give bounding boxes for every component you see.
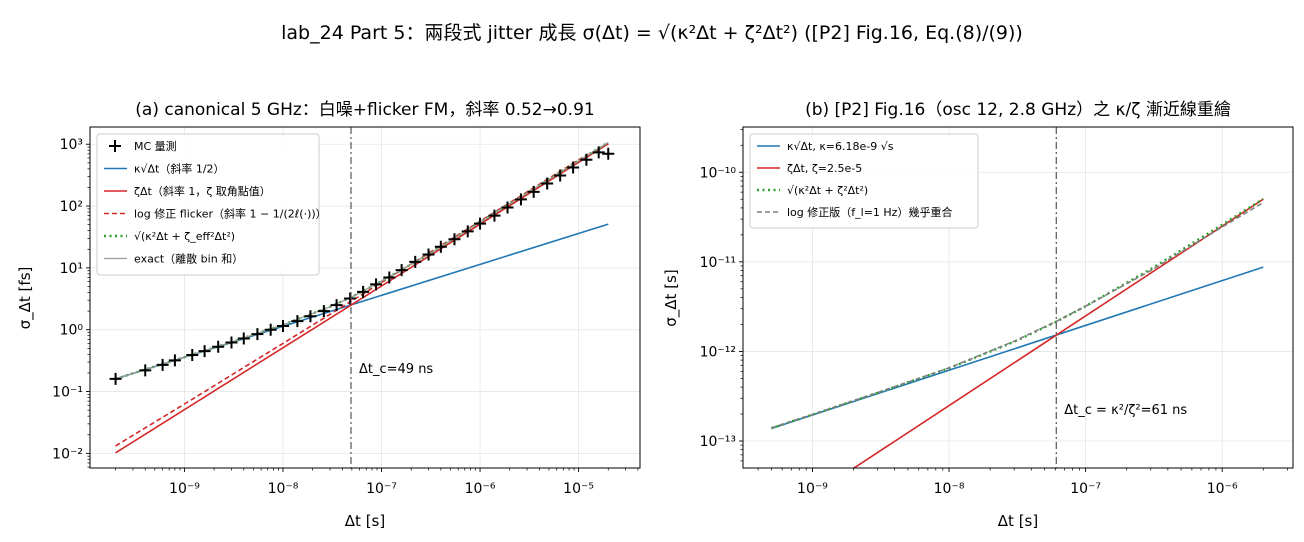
mc-point — [237, 332, 250, 345]
series-line-3 — [771, 201, 1264, 429]
legend-label: √(κ²Δt + ζ²Δt²) — [787, 184, 868, 197]
mc-point — [198, 345, 211, 358]
x-tick-label: 10⁻⁶ — [1207, 481, 1238, 497]
mc-point — [225, 336, 238, 349]
y-tick-label: 10⁰ — [60, 323, 84, 339]
x-tick-label: 10⁻⁹ — [797, 481, 828, 497]
legend-label: MC 量測 — [134, 139, 177, 153]
mc-point — [317, 305, 330, 318]
mc-point — [541, 177, 554, 190]
mc-point — [139, 364, 152, 377]
mc-point — [168, 354, 181, 367]
panel-b-ylabel: σ_Δt [s] — [662, 269, 681, 326]
panel-b: (b) [P2] Fig.16（osc 12, 2.8 GHz）之 κ/ζ 漸近… — [662, 100, 1294, 530]
y-tick-label: 10⁻¹¹ — [700, 255, 736, 271]
legend-label: √(κ²Δt + ζ_eff²Δt²) — [134, 230, 235, 243]
panel-a-legend: MC 量測 κ√Δt（斜率 1/2） ζΔt（斜率 1，ζ 取角點值） log 修正 … — [96, 133, 327, 276]
mc-point — [461, 225, 474, 238]
x-tick-label: 10⁻⁵ — [563, 481, 594, 497]
mc-point — [251, 328, 264, 341]
legend-label: κ√Δt（斜率 1/2） — [134, 162, 225, 176]
legend-box — [749, 133, 979, 229]
y-tick-label: 10⁻² — [52, 446, 83, 462]
x-tick-label: 10⁻⁸ — [268, 481, 299, 497]
panel-a-xlabel: Δt [s] — [345, 512, 385, 530]
mc-point — [186, 349, 199, 362]
x-tick-label: 10⁻⁷ — [1070, 481, 1101, 497]
mc-point — [212, 340, 225, 353]
mc-point — [602, 147, 615, 160]
mc-point — [527, 185, 540, 198]
crossover-label: Δt_c=49 ns — [359, 362, 433, 377]
panel-a: (a) canonical 5 GHz：白噪+flicker FM，斜率 0.5… — [16, 100, 641, 530]
panel-a-ticks: 10⁻⁹ 10⁻⁸ 10⁻⁷ 10⁻⁶ 10⁻⁵ 10⁻² 10⁻¹ 10⁰ 10¹ 10² 10³ — [52, 137, 639, 497]
x-tick-label: 10⁻⁹ — [169, 481, 200, 497]
panel-b-series — [771, 197, 1264, 468]
panel-b-ticks: 10⁻⁹ 10⁻⁸ 10⁻⁷ 10⁻⁶ 10⁻¹³ 10⁻¹² 10⁻¹¹ 10⁻¹⁰ — [700, 129, 1288, 497]
mc-point — [448, 233, 461, 246]
series-line-0 — [771, 266, 1264, 430]
legend-label: ζΔt（斜率 1，ζ 取角點值） — [134, 184, 271, 198]
legend-label: κ√Δt, κ=6.18e-9 √s — [787, 140, 894, 153]
legend-swatch — [109, 140, 121, 152]
mc-point — [514, 193, 527, 206]
panel-a-crossover-line: Δt_c=49 ns — [350, 127, 433, 468]
y-tick-label: 10⁻¹⁰ — [700, 165, 737, 181]
mc-point — [357, 285, 370, 298]
crossover-label: Δt_c = κ²/ζ²=61 ns — [1064, 403, 1187, 418]
mc-point — [592, 146, 605, 159]
mc-point — [474, 217, 487, 230]
mc-point — [330, 299, 343, 312]
mc-point — [554, 169, 567, 182]
panel-b-legend: κ√Δt, κ=6.18e-9 √s ζΔt, ζ=2.5e-5 √(κ²Δt + … — [749, 133, 979, 229]
mc-point — [434, 240, 447, 253]
series-mc-markers — [109, 146, 615, 385]
panel-a-frame — [89, 126, 641, 469]
panel-a-series — [109, 141, 615, 454]
mc-point — [264, 323, 277, 336]
mc-point — [580, 153, 593, 166]
panel-b-xlabel: Δt [s] — [998, 512, 1038, 530]
mc-point — [383, 271, 396, 284]
legend-label: log 修正 flicker（斜率 1 − 1/(2ℓ(·))） — [134, 207, 327, 221]
x-tick-label: 10⁻⁶ — [465, 481, 496, 497]
y-tick-label: 10⁻¹³ — [700, 434, 736, 450]
legend-label: ζΔt, ζ=2.5e-5 — [787, 162, 862, 175]
panel-b-crossover-line: Δt_c = κ²/ζ²=61 ns — [1055, 127, 1187, 468]
mc-point — [109, 372, 122, 385]
legend-box — [96, 133, 320, 276]
mc-point — [156, 358, 169, 371]
y-tick-label: 10¹ — [60, 261, 83, 277]
panel-b-title: (b) [P2] Fig.16（osc 12, 2.8 GHz）之 κ/ζ 漸近… — [805, 100, 1231, 120]
x-tick-label: 10⁻⁷ — [366, 481, 397, 497]
mc-point — [276, 319, 289, 332]
mc-point — [304, 310, 317, 323]
y-tick-label: 10⁻¹ — [52, 385, 83, 401]
mc-point — [501, 201, 514, 214]
mc-point — [395, 264, 408, 277]
mc-point — [370, 278, 383, 291]
legend-label: exact（離散 bin 和） — [134, 252, 243, 266]
mc-point — [344, 292, 357, 305]
series-line-2 — [115, 143, 609, 454]
panel-a-ylabel: σ_Δt [fs] — [16, 267, 35, 330]
mc-point — [422, 248, 435, 261]
figure-suptitle: lab_24 Part 5：兩段式 jitter 成長 σ(Δt) = √(κ²… — [281, 22, 1023, 44]
mc-point — [567, 161, 580, 174]
series-line-2 — [771, 197, 1264, 430]
mc-point — [488, 209, 501, 222]
panel-a-title: (a) canonical 5 GHz：白噪+flicker FM，斜率 0.5… — [135, 100, 594, 120]
mc-point — [291, 315, 304, 328]
y-tick-label: 10² — [60, 199, 83, 215]
y-tick-label: 10⁻¹² — [700, 344, 736, 360]
x-tick-label: 10⁻⁸ — [934, 481, 965, 497]
mc-point — [409, 255, 422, 268]
y-tick-label: 10³ — [60, 137, 83, 153]
legend-label: log 修正版（f_l=1 Hz）幾乎重合 — [787, 205, 952, 219]
series-line-3 — [115, 143, 609, 447]
series-line-5 — [115, 141, 609, 380]
